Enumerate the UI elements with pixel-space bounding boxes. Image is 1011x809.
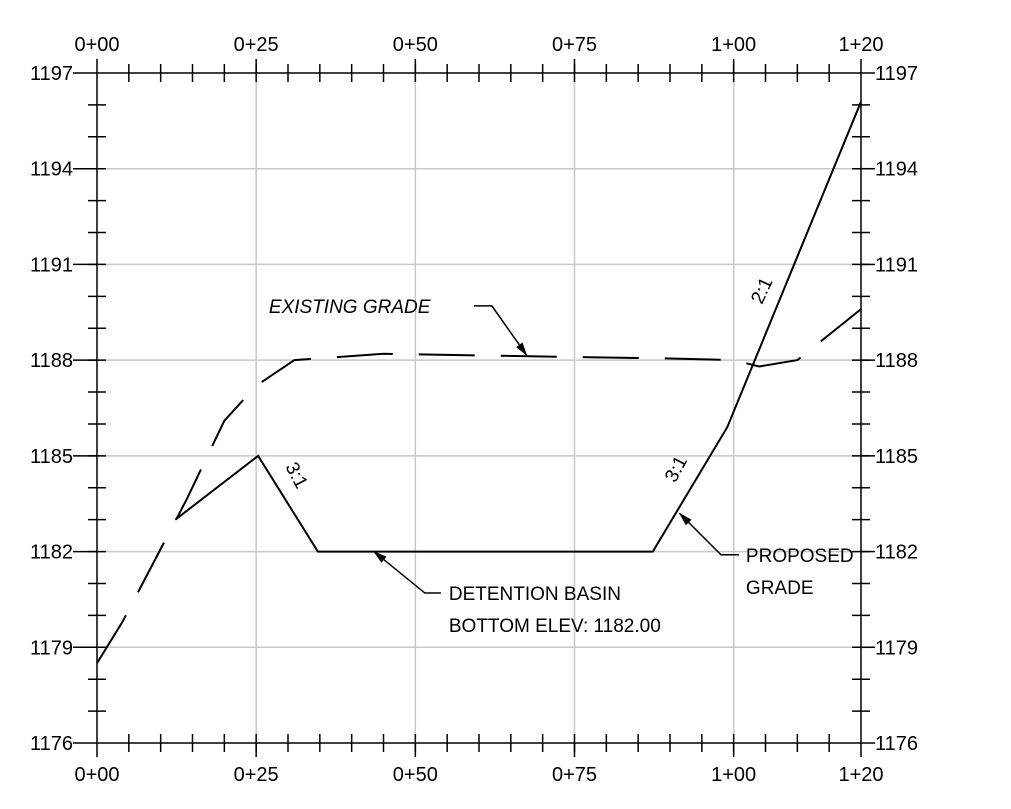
y-tick-label-right: 1191 [875, 254, 918, 276]
axis-ticks [73, 59, 875, 757]
detention-basin-label-line1: DETENTION BASIN [449, 584, 621, 605]
y-tick-label-right: 1182 [875, 542, 918, 564]
y-tick-label-left: 1179 [30, 637, 73, 659]
y-tick-label-right: 1194 [875, 159, 918, 181]
detention-basin-leader-arrow [373, 550, 441, 594]
y-tick-label-right: 1179 [875, 637, 918, 659]
grade-lines [96, 101, 862, 664]
y-tick-label-left: 1191 [30, 254, 73, 276]
proposed-grade-label-line2: GRADE [746, 578, 814, 599]
x-tick-label-bottom: 0+25 [234, 764, 279, 786]
y-tick-label-left: 1176 [30, 733, 73, 755]
proposed-grade-label-line1: PROPOSED [746, 546, 854, 567]
existing-grade-line [96, 308, 862, 664]
proposed-grade-leader-arrow [678, 512, 739, 556]
grid [97, 73, 861, 743]
y-tick-label-right: 1197 [875, 63, 918, 85]
x-tick-label-bottom: 1+20 [838, 764, 883, 786]
annotations: EXISTING GRADE 3:1 3:1 2:1 PROPOSED GRADE DETE… [269, 274, 854, 637]
existing-grade-label: EXISTING GRADE [269, 297, 431, 318]
plot-frame [96, 72, 862, 744]
x-tick-label-top: 1+20 [838, 34, 883, 56]
detention-basin-label-line2: BOTTOM ELEV: 1182.00 [449, 616, 661, 637]
x-tick-label-bottom: 1+00 [711, 764, 756, 786]
x-tick-label-top: 0+00 [74, 34, 119, 56]
y-tick-label-right: 1185 [875, 446, 918, 468]
x-tick-label-top: 0+25 [234, 34, 279, 56]
x-tick-label-bottom: 0+50 [393, 764, 438, 786]
x-tick-label-bottom: 0+75 [552, 764, 597, 786]
existing-grade-leader-arrow [473, 305, 528, 357]
y-tick-label-left: 1182 [30, 542, 73, 564]
y-tick-label-right: 1176 [875, 733, 918, 755]
slope-steep-label: 2:1 [747, 274, 777, 307]
y-tick-label-right: 1188 [875, 350, 918, 372]
x-tick-label-bottom: 0+00 [74, 764, 119, 786]
y-tick-label-left: 1185 [30, 446, 73, 468]
x-tick-label-top: 1+00 [711, 34, 756, 56]
slope-left-label: 3:1 [281, 459, 312, 492]
axis-tick-labels: 0+00 0+00 0+25 0+25 0+50 0+50 0+75 0+75 1+00 1+00… [30, 34, 918, 786]
x-tick-label-top: 0+75 [552, 34, 597, 56]
x-tick-label-top: 0+50 [393, 34, 438, 56]
y-tick-label-left: 1188 [30, 350, 73, 372]
proposed-grade-line [174, 101, 862, 553]
y-tick-label-left: 1194 [30, 159, 73, 181]
slope-right-label: 3:1 [661, 453, 692, 486]
y-tick-label-left: 1197 [30, 63, 73, 85]
